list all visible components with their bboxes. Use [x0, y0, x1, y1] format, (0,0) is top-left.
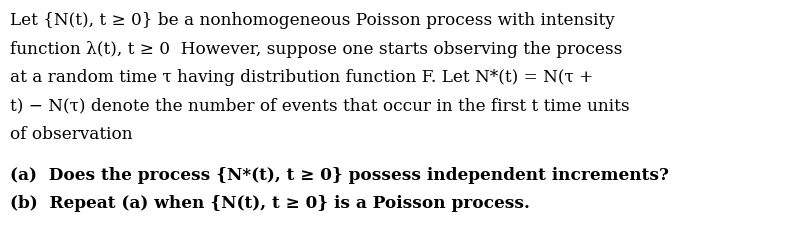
Text: of observation: of observation [10, 126, 132, 143]
Text: t) − N(τ) denote the number of events that occur in the first t time units: t) − N(τ) denote the number of events th… [10, 98, 630, 114]
Text: function λ(t), t ≥ 0  However, suppose one starts observing the process: function λ(t), t ≥ 0 However, suppose on… [10, 40, 622, 58]
Text: (b)  Repeat (a) when {N(t), t ≥ 0} is a Poisson process.: (b) Repeat (a) when {N(t), t ≥ 0} is a P… [10, 195, 530, 212]
Text: (a)  Does the process {N*(t), t ≥ 0} possess independent increments?: (a) Does the process {N*(t), t ≥ 0} poss… [10, 167, 669, 183]
Text: Let {N(t), t ≥ 0} be a nonhomogeneous Poisson process with intensity: Let {N(t), t ≥ 0} be a nonhomogeneous Po… [10, 12, 614, 29]
Text: at a random time τ having distribution function F. Let N*(t) = N(τ +: at a random time τ having distribution f… [10, 69, 593, 86]
